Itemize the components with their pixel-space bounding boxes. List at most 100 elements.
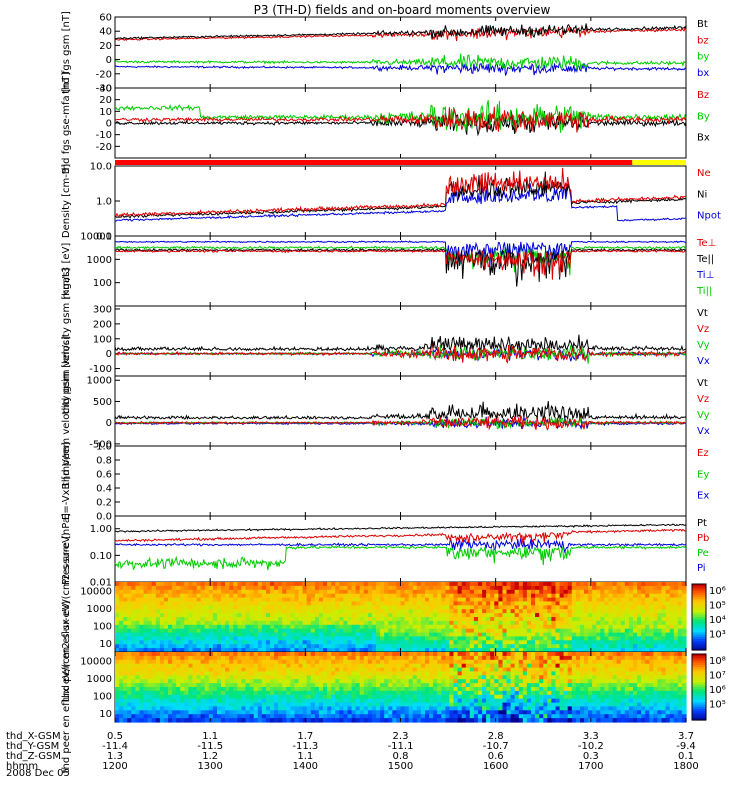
heatmap-cell (270, 710, 275, 715)
heatmap-cell (514, 690, 520, 696)
heatmap-cell (225, 640, 230, 645)
heatmap-cell (551, 620, 557, 626)
heatmap-cell (294, 620, 300, 626)
heatmap-cell (172, 613, 177, 618)
heatmap-cell (327, 687, 332, 692)
heatmap-cell (433, 609, 438, 614)
heatmap-cell (580, 687, 585, 692)
heatmap-cell (412, 620, 418, 626)
heatmap-cell (420, 702, 426, 708)
heatmap-cell (335, 694, 340, 700)
heatmap-cell (502, 597, 508, 603)
heatmap-cell (151, 617, 157, 622)
heatmap-cell (486, 644, 491, 649)
heatmap-cell (612, 597, 618, 603)
heatmap-cell (522, 675, 528, 680)
heatmap-cell (400, 710, 406, 715)
heatmap-cell (241, 582, 247, 587)
heatmap-cell (539, 718, 544, 723)
heatmap-cell (151, 706, 157, 711)
heatmap-cell (131, 628, 136, 634)
heatmap-cell (429, 690, 434, 696)
heatmap-cell (225, 671, 230, 676)
heatmap-cell (580, 671, 585, 676)
colorbar-tick-label-8-3: 10³ (709, 630, 726, 641)
heatmap-cell (478, 628, 483, 634)
heatmap-cell (490, 706, 495, 711)
heatmap-cell (473, 648, 479, 653)
heatmap-cell (673, 624, 679, 630)
heatmap-cell (331, 632, 336, 638)
heatmap-cell (449, 593, 455, 599)
heatmap-cell (233, 605, 238, 610)
heatmap-cell (673, 617, 679, 622)
heatmap-cell (310, 640, 316, 645)
heatmap-cell (518, 655, 524, 661)
heatmap-cell (367, 613, 373, 618)
heatmap-cell (539, 663, 544, 669)
heatmap-cell (278, 702, 283, 708)
heatmap-cell (335, 652, 340, 657)
heatmap-cell (212, 694, 218, 700)
heatmap-cell (502, 675, 508, 680)
heatmap-cell (412, 593, 418, 599)
heatmap-cell (318, 675, 324, 680)
heatmap-cell (123, 620, 128, 626)
heatmap-cell (526, 597, 532, 603)
heatmap-cell (380, 648, 385, 653)
heatmap-cell (172, 675, 177, 680)
heatmap-cell (123, 589, 128, 595)
heatmap-cell (363, 613, 369, 618)
heatmap-cell (592, 690, 597, 696)
heatmap-cell (457, 652, 463, 657)
heatmap-cell (282, 617, 287, 622)
heatmap-cell (420, 613, 426, 618)
heatmap-cell (139, 690, 145, 696)
heatmap-cell (633, 628, 638, 634)
heatmap-cell (510, 640, 516, 645)
heatmap-cell (673, 601, 679, 606)
heatmap-cell (522, 582, 528, 587)
heatmap-cell (221, 655, 226, 661)
heatmap-cell (388, 597, 393, 603)
heatmap-cell (131, 589, 136, 595)
heatmap-cell (551, 648, 557, 653)
heatmap-cell (343, 609, 349, 614)
heatmap-cell (331, 624, 336, 630)
heatmap-cell (233, 640, 238, 645)
heatmap-cell (127, 663, 132, 669)
heatmap-cell (555, 679, 561, 684)
heatmap-cell (567, 597, 573, 603)
heatmap-cell (624, 589, 630, 595)
heatmap-cell (461, 617, 467, 622)
heatmap-cell (396, 698, 402, 704)
heatmap-cell (416, 605, 422, 610)
heatmap-cell (192, 628, 198, 634)
heatmap-cell (168, 683, 173, 688)
heatmap-cell (241, 652, 247, 657)
heatmap-cell (212, 624, 218, 630)
heatmap-cell (396, 636, 402, 641)
heatmap-cell (486, 687, 491, 692)
heatmap-cell (388, 718, 393, 723)
heatmap-cell (416, 698, 422, 704)
heatmap-cell (551, 644, 557, 649)
heatmap-cell (604, 648, 610, 653)
heatmap-cell (155, 671, 161, 676)
heatmap-cell (490, 601, 495, 606)
heatmap-cell (335, 663, 340, 669)
heatmap-cell (649, 589, 654, 595)
heatmap-cell (233, 718, 238, 723)
heatmap-cell (208, 679, 214, 684)
heatmap-cell (196, 644, 202, 649)
heatmap-cell (567, 694, 573, 700)
heatmap-cell (425, 601, 430, 606)
heatmap-cell (600, 663, 605, 669)
heatmap-cell (298, 617, 304, 622)
heatmap-cell (555, 690, 561, 696)
legend-ni-2: Ni (697, 189, 707, 200)
heatmap-cell (392, 655, 397, 661)
heatmap-cell (180, 714, 185, 719)
heatmap-cell (131, 718, 136, 723)
heatmap-cell (588, 714, 593, 719)
